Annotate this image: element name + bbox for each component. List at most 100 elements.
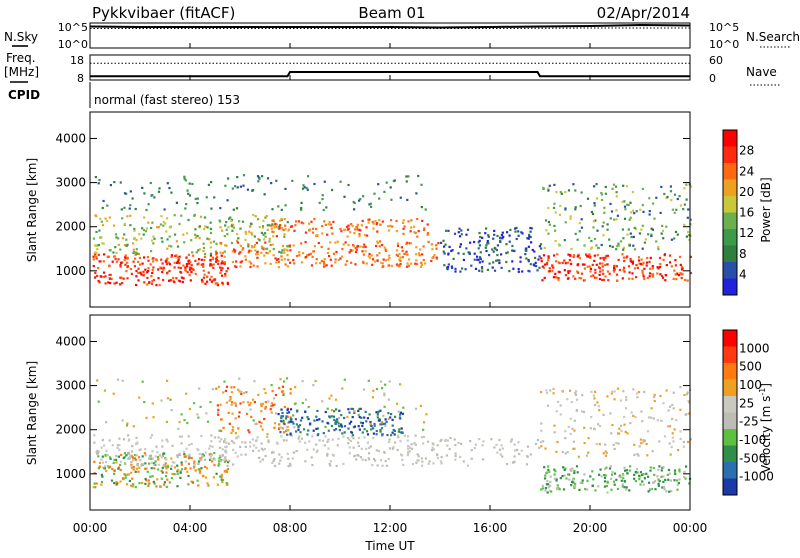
- power-cell: [657, 267, 660, 270]
- power-cell: [501, 237, 504, 240]
- velocity-cell: [545, 471, 548, 474]
- power-cell: [642, 273, 645, 276]
- velocity-cell: [603, 467, 607, 471]
- velocity-cell: [370, 428, 373, 431]
- velocity-cell: [152, 416, 155, 419]
- velocity-cell: [380, 380, 383, 383]
- velocity-cell: [394, 415, 397, 418]
- power-cell: [262, 233, 265, 236]
- velocity-cell: [149, 475, 152, 478]
- power-cell: [166, 182, 169, 185]
- power-cell: [182, 233, 185, 236]
- velocity-cell: [549, 480, 552, 483]
- power-cell: [630, 235, 633, 239]
- velocity-cell: [672, 440, 675, 443]
- power-cell: [160, 215, 163, 218]
- power-cell: [239, 265, 242, 268]
- velocity-cell: [123, 452, 126, 455]
- velocity-cell: [613, 390, 616, 393]
- velocity-cell: [285, 439, 288, 442]
- velocity-cell: [572, 478, 575, 481]
- power-cell: [152, 235, 155, 238]
- power-cell: [403, 225, 406, 228]
- power-cell: [443, 252, 446, 255]
- velocity-cell: [683, 393, 686, 397]
- power-cell: [648, 213, 651, 216]
- power-cell: [173, 214, 176, 217]
- power-cell: [188, 259, 191, 262]
- velocity-cell: [180, 442, 183, 445]
- velocity-cell: [198, 470, 202, 473]
- velocity-cell: [622, 390, 625, 393]
- power-cell: [379, 223, 382, 226]
- power-cell: [540, 247, 543, 250]
- power-cell: [617, 242, 620, 245]
- velocity-cell: [228, 442, 231, 445]
- velocity-cell: [336, 418, 339, 421]
- velocity-cell: [340, 414, 343, 417]
- power-cell: [182, 277, 185, 280]
- velocity-cell: [573, 447, 576, 450]
- power-cell: [650, 227, 653, 230]
- power-cell: [479, 257, 482, 261]
- power-cell: [595, 244, 598, 247]
- power-cell: [616, 245, 619, 248]
- power-cell: [383, 190, 386, 193]
- power-cell: [381, 262, 384, 265]
- velocity-cell: [93, 460, 96, 463]
- power-cell: [221, 260, 224, 263]
- velocity-scale-swatch: [723, 396, 737, 413]
- power-cell: [670, 238, 673, 241]
- power-cell: [215, 257, 218, 260]
- power-cell: [478, 269, 481, 272]
- velocity-cell: [240, 453, 243, 456]
- power-cell: [281, 244, 285, 248]
- power-cell: [586, 197, 590, 200]
- power-cell: [210, 280, 214, 283]
- velocity-cell: [562, 466, 565, 469]
- power-cell: [156, 226, 159, 229]
- power-cell: [517, 234, 520, 237]
- power-cell: [244, 230, 247, 234]
- power-cell: [364, 250, 367, 253]
- power-cell: [227, 177, 230, 180]
- velocity-cell: [107, 465, 110, 468]
- power-cell: [305, 256, 308, 259]
- velocity-cell: [369, 422, 372, 425]
- power-cell: [96, 244, 99, 248]
- power-cell: [230, 241, 234, 245]
- velocity-cell: [357, 409, 360, 412]
- power-cell: [380, 261, 383, 265]
- power-cell: [564, 262, 567, 265]
- velocity-cell: [264, 407, 267, 410]
- power-cell: [226, 282, 229, 286]
- power-cell: [675, 208, 678, 211]
- velocity-cell: [252, 449, 255, 452]
- power-cell: [570, 262, 573, 265]
- power-cell: [457, 231, 460, 234]
- power-cell: [254, 249, 257, 252]
- velocity-cell: [166, 478, 169, 481]
- power-cell: [133, 229, 136, 232]
- velocity-cell: [379, 429, 382, 432]
- velocity-cell: [407, 445, 410, 448]
- velocity-cell: [353, 411, 356, 414]
- power-cell: [315, 258, 318, 261]
- power-cell: [584, 253, 588, 256]
- velocity-cell: [544, 489, 547, 492]
- power-cell: [100, 236, 103, 239]
- power-cell: [312, 227, 315, 230]
- velocity-cell: [334, 398, 338, 401]
- power-cell: [139, 263, 142, 266]
- power-cell: [126, 261, 129, 264]
- velocity-cell: [158, 454, 161, 457]
- velocity-cell: [121, 379, 124, 382]
- velocity-cell: [649, 466, 652, 469]
- velocity-cell: [278, 462, 281, 465]
- power-scale-tick-label: 4: [739, 267, 747, 281]
- velocity-cell: [658, 440, 661, 443]
- power-cell: [406, 262, 409, 265]
- power-cell: [377, 183, 380, 186]
- velocity-scale-swatch: [723, 379, 737, 397]
- velocity-cell: [301, 380, 304, 383]
